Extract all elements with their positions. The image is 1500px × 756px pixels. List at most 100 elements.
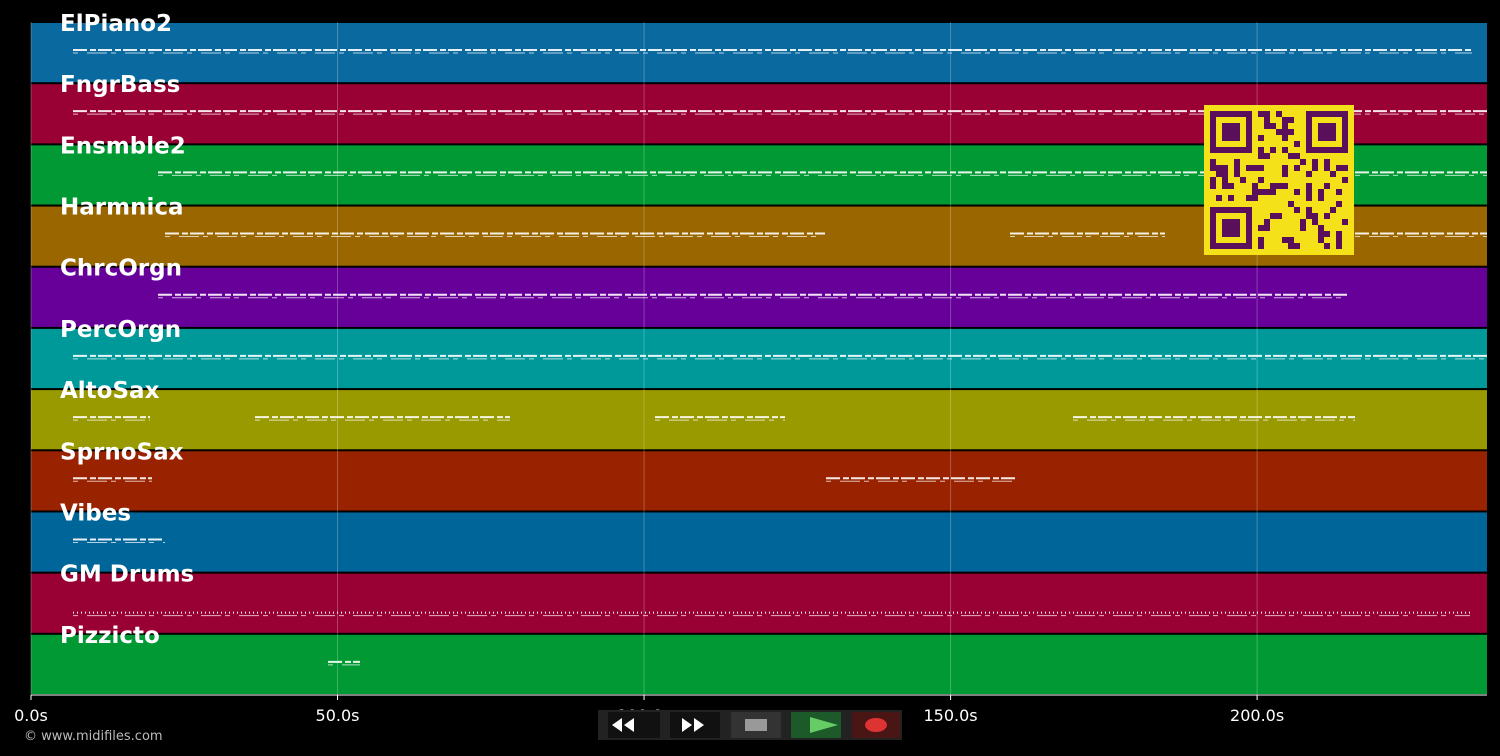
qr-module [1264,153,1270,159]
qr-module [1258,135,1264,141]
qr-module [1312,213,1318,219]
qr-module [1258,147,1264,153]
qr-module [1270,123,1276,129]
x-tick-label: 200.0s [1230,706,1284,725]
qr-module [1342,165,1348,171]
qr-module [1270,147,1276,153]
qr-module [1276,213,1282,219]
qr-module [1336,237,1342,243]
qr-module [1336,201,1342,207]
qr-module [1294,189,1300,195]
qr-module [1336,189,1342,195]
qr-module [1210,177,1216,183]
qr-module [1264,189,1270,195]
qr-module [1336,231,1342,237]
qr-module [1240,177,1246,183]
qr-module [1324,213,1330,219]
qr-module [1270,183,1276,189]
qr-module [1318,195,1324,201]
qr-module [1294,141,1300,147]
qr-module [1282,129,1288,135]
qr-module [1222,171,1228,177]
qr-module [1318,189,1324,195]
qr-module [1336,243,1342,249]
track-name: SprnoSax [60,439,184,465]
qr-module [1234,165,1240,171]
qr-module [1330,171,1336,177]
qr-module [1342,219,1348,225]
qr-module [1282,117,1288,123]
qr-module [1324,159,1330,165]
qr-finder [1318,123,1336,141]
qr-module [1276,129,1282,135]
qr-module [1306,189,1312,195]
track-name: Vibes [60,500,131,526]
qr-finder [1222,123,1240,141]
qr-module [1306,213,1312,219]
qr-module [1324,243,1330,249]
controls [598,710,902,740]
qr-module [1282,147,1288,153]
qr-module [1312,159,1318,165]
qr-module [1264,225,1270,231]
qr-module [1336,165,1342,171]
qr-module [1306,171,1312,177]
rewind-button[interactable] [608,712,660,738]
qr-module [1252,195,1258,201]
track-lane [31,512,1487,572]
qr-module [1282,123,1288,129]
qr-module [1210,159,1216,165]
play-button[interactable] [791,712,841,738]
track-name: GM Drums [60,562,194,588]
track-lane [31,573,1487,633]
qr-module [1264,111,1270,117]
qr-module [1252,165,1258,171]
track-name: PercOrgn [60,317,181,343]
qr-module [1258,237,1264,243]
qr-module [1306,195,1312,201]
track-name: Pizzicto [60,623,160,649]
qr-module [1300,225,1306,231]
qr-module [1228,195,1234,201]
track-name: AltoSax [60,378,160,404]
qr-module [1264,117,1270,123]
record-button[interactable] [852,712,900,738]
track-name: Harmnica [60,195,184,221]
qr-module [1294,243,1300,249]
qr-module [1276,111,1282,117]
qr-module [1234,171,1240,177]
qr-module [1300,219,1306,225]
qr-module [1246,195,1252,201]
qr-module [1216,171,1222,177]
fast-forward-button[interactable] [670,712,720,738]
qr-module [1318,225,1324,231]
qr-module [1246,165,1252,171]
qr-module [1318,231,1324,237]
qr-module [1252,189,1258,195]
qr-module [1342,177,1348,183]
stop-button[interactable] [731,712,781,738]
qr-finder [1222,219,1240,237]
qr-module [1294,153,1300,159]
x-tick-label: 0.0s [14,706,48,725]
qr-module [1324,183,1330,189]
qr-module [1210,183,1216,189]
qr-module [1222,165,1228,171]
track-name: ElPiano2 [60,11,172,37]
qr-module [1216,195,1222,201]
qr-module [1288,117,1294,123]
qr-module [1222,183,1228,189]
x-tick-label: 150.0s [924,706,978,725]
qr-module [1288,237,1294,243]
qr-module [1288,153,1294,159]
qr-module [1270,189,1276,195]
copyright: © www.midifiles.com [24,729,163,744]
qr-module [1300,159,1306,165]
qr-module [1258,189,1264,195]
track-lane [31,634,1487,694]
qr-module [1288,243,1294,249]
track-lane [31,451,1487,511]
qr-module [1282,171,1288,177]
qr-module [1306,183,1312,189]
